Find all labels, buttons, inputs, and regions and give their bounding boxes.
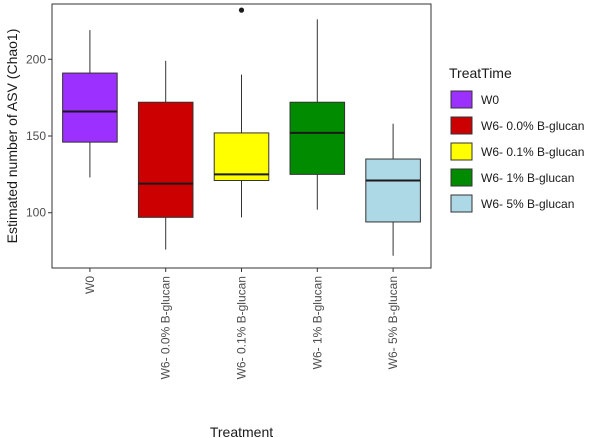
box-body (137, 101, 194, 218)
box-5 (365, 123, 421, 256)
legend-title: TreatTime (449, 65, 512, 81)
legend-label: W6- 1% B-glucan (481, 171, 574, 185)
legend-key (450, 116, 473, 135)
box-body (62, 72, 118, 143)
box-1 (62, 30, 118, 178)
x-tick-label: W6- 1% B-glucan (310, 276, 324, 369)
box-2 (137, 60, 194, 250)
x-tick-label: W0 (83, 276, 97, 294)
legend-item-2: W6- 0.0% B-glucan (450, 116, 584, 135)
outlier-point (238, 7, 245, 13)
y-tick-label: 100 (26, 206, 46, 220)
x-tick-label: W6- 0.0% B-glucan (159, 276, 173, 379)
legend-item-3: W6- 0.1% B-glucan (450, 142, 584, 161)
legend-label: W6- 0.1% B-glucan (481, 145, 584, 159)
boxes-layer (62, 7, 421, 256)
legend-key (450, 168, 473, 187)
legend-key (450, 194, 473, 213)
box-body (289, 101, 346, 175)
box-4 (289, 19, 346, 210)
box-body (365, 158, 421, 223)
x-tick-label: W6- 0.1% B-glucan (235, 276, 249, 379)
x-axis-title: Treatment (210, 424, 273, 438)
x-tick-label: W6- 5% B-glucan (386, 276, 400, 369)
legend-item-4: W6- 1% B-glucan (450, 168, 574, 187)
x-axis: W0 W6- 0.0% B-glucan W6- 0.1% B-glucan W6- … (83, 268, 400, 379)
y-tick-label: 150 (26, 129, 46, 143)
legend-label: W0 (481, 93, 499, 107)
y-axis-title: Estimated number of ASV (Chao1) (4, 29, 20, 244)
legend-label: W6- 5% B-glucan (481, 197, 574, 211)
y-tick-label: 200 (26, 52, 46, 66)
box-body (213, 132, 270, 182)
legend: TreatTime W0 W6- 0.0% B-glucan W6- 0.1% B-… (449, 65, 584, 213)
legend-key (450, 90, 473, 109)
legend-item-1: W0 (450, 90, 499, 109)
legend-item-5: W6- 5% B-glucan (450, 194, 574, 213)
legend-key (450, 142, 473, 161)
y-axis: 100 150 200 (26, 52, 52, 220)
box-3 (213, 7, 270, 218)
legend-label: W6- 0.0% B-glucan (481, 119, 584, 133)
